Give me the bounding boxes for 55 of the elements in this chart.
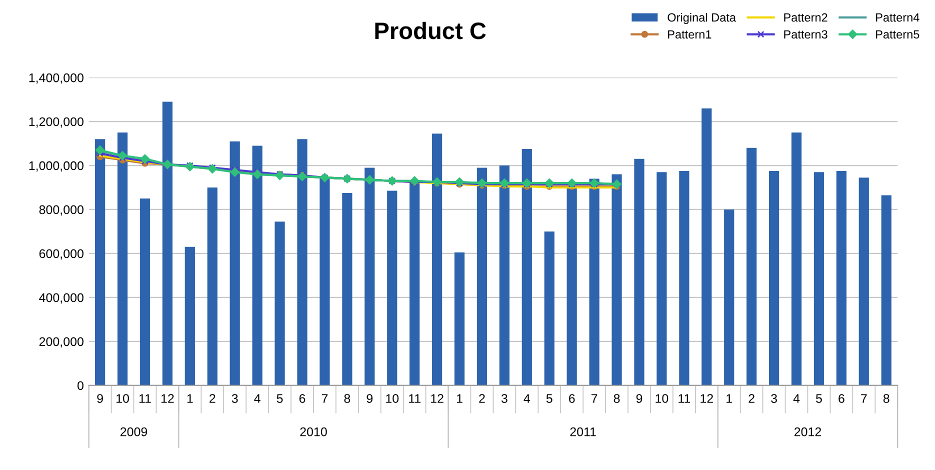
y-tick-label: 1,400,000: [29, 73, 84, 84]
x-tick-label: 7: [861, 394, 867, 403]
x-tick-label: 4: [524, 394, 530, 403]
x-tick-label: 10: [386, 394, 399, 403]
legend-label: Pattern5: [876, 30, 920, 39]
y-tick-label: 1,000,000: [29, 161, 84, 172]
x-tick-label: 10: [656, 394, 668, 403]
x-tick-label: 9: [636, 394, 642, 403]
x-tick-label: 9: [366, 394, 373, 403]
text: 2012: [794, 427, 822, 436]
x-tick-label: 12: [431, 394, 444, 403]
x-tick-label: 1: [726, 394, 732, 403]
y-tick-label: 400,000: [39, 293, 84, 304]
x-tick-label: 2: [210, 394, 216, 403]
legend-label: Pattern4: [876, 13, 920, 22]
x-tick-label: 7: [322, 394, 328, 403]
x-tick-label: 6: [299, 394, 306, 403]
x-tick-label: 4: [254, 394, 260, 403]
y-tick-label: 800,000: [39, 205, 84, 216]
text: 2009: [120, 427, 148, 436]
x-tick-label: 11: [139, 394, 151, 403]
x-tick-label: 5: [276, 394, 283, 403]
y-tick-label: 200,000: [39, 337, 84, 348]
x-tick-label: 6: [569, 394, 575, 403]
legend-label: Pattern1: [668, 30, 712, 39]
x-tick-label: 4: [793, 394, 800, 403]
x-tick-label: 1: [187, 394, 193, 403]
y-tick-label: 0: [78, 381, 84, 390]
x-tick-label: 8: [344, 394, 350, 403]
x-tick-label: 3: [232, 394, 238, 403]
x-tick-label: 6: [838, 394, 844, 403]
x-tick-label: 7: [591, 394, 598, 403]
x-tick-label: 11: [678, 394, 690, 403]
x-tick-label: 11: [409, 394, 420, 403]
x-tick-label: 12: [700, 394, 713, 403]
x-tick-label: 8: [614, 394, 620, 403]
y-tick-label: 1,200,000: [29, 117, 84, 128]
x-tick-label: 9: [97, 394, 103, 403]
legend-label: Original Data: [668, 12, 736, 24]
x-tick-label: 5: [816, 394, 822, 403]
x-tick-label: 10: [116, 394, 129, 403]
x-tick-label: 3: [771, 394, 777, 403]
y-tick-label: 600,000: [39, 249, 84, 260]
x-tick-label: 8: [883, 394, 890, 403]
x-tick-label: 12: [161, 394, 174, 403]
x-tick-label: 2: [479, 394, 485, 403]
text: 2011: [570, 427, 596, 436]
x-tick-label: 5: [546, 394, 552, 403]
legend-label: Pattern2: [784, 13, 828, 22]
chart-title: Product C: [375, 22, 486, 40]
legend-label: Pattern3: [784, 30, 828, 39]
x-tick-label: 2: [748, 394, 754, 403]
x-tick-label: 3: [501, 394, 508, 403]
x-tick-label: 1: [456, 394, 462, 403]
text: 2010: [300, 427, 327, 436]
